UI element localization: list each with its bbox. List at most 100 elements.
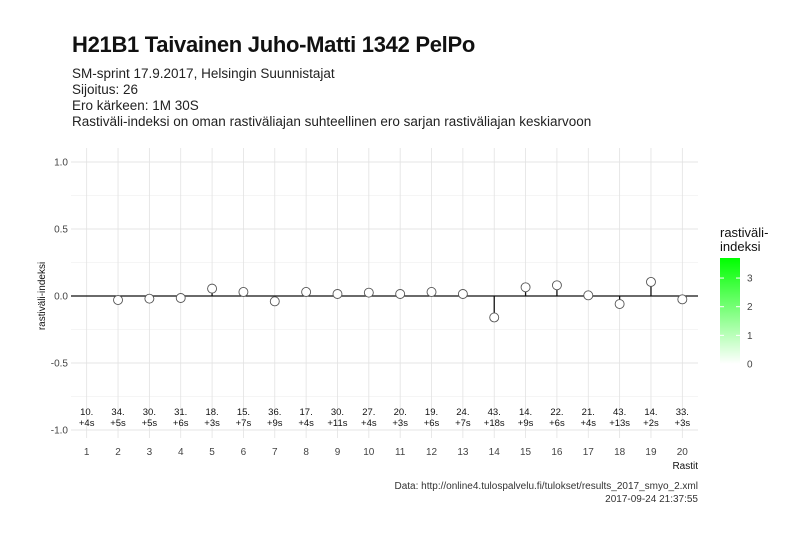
y-axis-ticks: -1.0 -0.5 0.0 0.5 1.0 bbox=[51, 158, 69, 437]
legend-tick-label: 1 bbox=[747, 331, 753, 342]
data-point bbox=[489, 312, 500, 323]
x-tick-label: 19 bbox=[645, 447, 657, 458]
legend-tick-label: 0 bbox=[747, 360, 753, 371]
caption-source: Data: http://online4.tulospalvelu.fi/tul… bbox=[394, 481, 698, 492]
x-axis-ticks: 1 2 3 4 5 6 7 8 9 10 11 12 13 14 15 16 17 18 19 20 bbox=[84, 447, 688, 458]
point-labels: 10.+4s34.+5s30.+5s31.+6s18.+3s15.+7s36.+… bbox=[79, 407, 690, 429]
data-point bbox=[677, 294, 688, 305]
x-tick-label: 11 bbox=[395, 447, 406, 458]
data-point bbox=[301, 287, 312, 297]
data-point bbox=[332, 289, 343, 299]
data-point bbox=[583, 290, 594, 301]
x-tick-label: 9 bbox=[335, 447, 341, 458]
point-label-rank: 22. bbox=[550, 407, 563, 418]
data-point bbox=[238, 287, 249, 297]
x-tick-label: 10 bbox=[363, 447, 375, 458]
point-label-time: +4s bbox=[298, 418, 314, 429]
legend: rastiväli- indeksi 0 1 2 3 bbox=[720, 225, 768, 371]
point-label-rank: 30. bbox=[331, 407, 344, 418]
x-tick-label: 13 bbox=[457, 447, 469, 458]
data-point bbox=[207, 283, 218, 294]
point-label-time: +11s bbox=[327, 418, 347, 429]
point-label-rank: 10. bbox=[80, 407, 93, 418]
point-label-time: +4s bbox=[79, 418, 95, 429]
point-label-time: +6s bbox=[549, 418, 565, 429]
legend-colorbar bbox=[720, 258, 740, 364]
subtitle-description: Rastiväli-indeksi on oman rastiväliajan … bbox=[72, 114, 592, 129]
point-label-rank: 36. bbox=[268, 407, 281, 418]
x-tick-label: 12 bbox=[426, 447, 438, 458]
point-label-time: +13s bbox=[609, 418, 630, 429]
data-points bbox=[113, 276, 688, 323]
x-tick-label: 7 bbox=[272, 447, 278, 458]
point-label-time: +3s bbox=[392, 418, 408, 429]
y-tick-label: -0.5 bbox=[51, 359, 69, 370]
point-label-time: +3s bbox=[675, 418, 691, 429]
point-label-time: +6s bbox=[173, 418, 189, 429]
point-label-rank: 34. bbox=[111, 407, 124, 418]
x-tick-label: 17 bbox=[583, 447, 595, 458]
data-point bbox=[520, 282, 531, 293]
point-label-time: +18s bbox=[484, 418, 505, 429]
data-point bbox=[395, 289, 406, 299]
point-label-time: +9s bbox=[518, 418, 534, 429]
y-tick-label: 0.0 bbox=[54, 292, 68, 303]
x-tick-label: 3 bbox=[147, 447, 153, 458]
y-tick-label: 0.5 bbox=[54, 225, 68, 236]
data-point bbox=[646, 276, 656, 287]
point-label-time: +9s bbox=[267, 418, 283, 429]
y-tick-label: 1.0 bbox=[54, 158, 68, 169]
x-tick-label: 4 bbox=[178, 447, 184, 458]
point-label-rank: 14. bbox=[519, 407, 532, 418]
legend-tick-label: 3 bbox=[747, 274, 753, 285]
x-tick-label: 5 bbox=[209, 447, 215, 458]
data-point bbox=[175, 293, 186, 303]
legend-ticks: 0 1 2 3 bbox=[720, 274, 753, 371]
point-label-time: +3s bbox=[204, 418, 220, 429]
point-label-rank: 24. bbox=[456, 407, 469, 418]
x-tick-label: 18 bbox=[614, 447, 626, 458]
y-tick-label: -1.0 bbox=[51, 426, 69, 437]
x-tick-label: 20 bbox=[677, 447, 689, 458]
chart-title: H21B1 Taivainen Juho-Matti 1342 PelPo bbox=[72, 32, 475, 57]
point-label-time: +7s bbox=[236, 418, 252, 429]
point-label-rank: 27. bbox=[362, 407, 375, 418]
grid-lines bbox=[71, 148, 698, 438]
data-point bbox=[551, 280, 562, 291]
x-axis-title: Rastit bbox=[672, 461, 698, 472]
point-label-rank: 14. bbox=[644, 407, 657, 418]
x-tick-label: 15 bbox=[520, 447, 532, 458]
x-tick-label: 6 bbox=[241, 447, 247, 458]
point-label-rank: 20. bbox=[394, 407, 407, 418]
data-point bbox=[457, 289, 468, 299]
x-tick-label: 1 bbox=[84, 447, 90, 458]
caption-timestamp: 2017-09-24 21:37:55 bbox=[605, 494, 698, 505]
subtitle-gap: Ero kärkeen: 1M 30S bbox=[72, 98, 199, 113]
point-label-time: +6s bbox=[424, 418, 440, 429]
point-label-rank: 31. bbox=[174, 407, 187, 418]
point-label-rank: 15. bbox=[237, 407, 250, 418]
data-point bbox=[113, 295, 123, 305]
data-point bbox=[426, 287, 437, 297]
point-label-time: +4s bbox=[580, 418, 596, 429]
point-label-rank: 33. bbox=[676, 407, 689, 418]
x-tick-label: 2 bbox=[115, 447, 121, 458]
x-tick-label: 14 bbox=[489, 447, 501, 458]
point-label-rank: 43. bbox=[488, 407, 501, 418]
point-label-time: +7s bbox=[455, 418, 471, 429]
point-label-rank: 21. bbox=[582, 407, 595, 418]
x-tick-label: 8 bbox=[303, 447, 309, 458]
point-label-rank: 43. bbox=[613, 407, 626, 418]
point-label-rank: 18. bbox=[205, 407, 218, 418]
point-label-time: +2s bbox=[643, 418, 659, 429]
point-label-rank: 17. bbox=[300, 407, 313, 418]
point-label-rank: 30. bbox=[143, 407, 156, 418]
x-tick-label: 16 bbox=[551, 447, 563, 458]
y-axis-title: rastiväli-indeksi bbox=[37, 262, 48, 330]
legend-title-line-1: rastiväli- bbox=[720, 225, 768, 240]
subtitle-event: SM-sprint 17.9.2017, Helsingin Suunnista… bbox=[72, 66, 335, 81]
subtitle-placement: Sijoitus: 26 bbox=[72, 82, 139, 97]
point-label-time: +5s bbox=[110, 418, 126, 429]
point-label-time: +5s bbox=[142, 418, 158, 429]
data-point bbox=[363, 287, 374, 298]
